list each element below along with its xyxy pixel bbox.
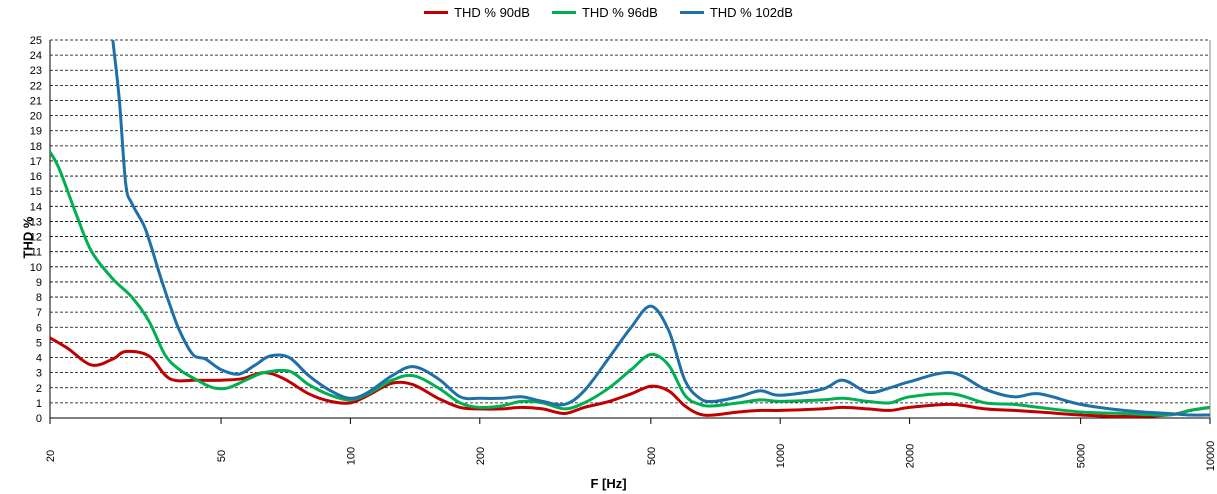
y-tick-label: 1 [36,398,42,410]
y-tick-label: 20 [30,111,42,123]
y-tick-label: 14 [30,201,42,213]
y-tick-label: 18 [30,141,42,153]
y-tick-label: 22 [30,80,42,92]
x-tick-label: 50 [216,450,228,462]
y-tick-label: 17 [30,156,42,168]
y-tick-label: 0 [36,413,42,425]
y-tick-label: 16 [30,171,42,183]
x-tick-label: 100 [345,447,357,465]
y-tick-label: 12 [30,232,42,244]
x-tick-label: 200 [475,447,487,465]
legend-label: THD % 102dB [709,5,793,20]
y-tick-label: 11 [31,247,42,259]
x-tick-label: 20 [45,450,57,462]
y-tick-label: 15 [30,186,42,198]
y-tick-label: 3 [36,368,42,380]
legend-swatch [679,11,704,14]
y-tick-label: 25 [30,35,42,47]
y-tick-label: 6 [36,322,42,334]
y-tick-label: 2 [36,383,42,395]
x-tick-label: 10000 [1205,441,1217,472]
y-tick-label: 24 [30,50,42,62]
y-axis-label: THD % [20,216,36,259]
y-tick-label: 9 [36,277,42,289]
legend-item: THD % 90dB [424,5,530,20]
y-tick-label: 8 [36,292,42,304]
x-axis-label: F [Hz] [590,476,627,491]
legend-label: THD % 90dB [454,5,530,20]
y-tick-label: 21 [30,95,42,107]
y-tick-label: 10 [30,262,42,274]
legend-swatch [424,11,449,14]
y-tick-label: 19 [30,126,42,138]
legend-item: THD % 102dB [679,5,793,20]
legend-item: THD % 96dB [551,5,658,20]
y-tick-label: 4 [36,353,42,365]
x-tick-label: 1000 [775,444,787,468]
legend-label: THD % 96dB [581,5,658,20]
y-tick-label: 23 [30,65,42,77]
y-tick-label: 5 [36,337,42,349]
legend-swatch [551,11,576,14]
x-tick-label: 500 [646,447,658,465]
x-tick-label: 5000 [1076,444,1088,468]
y-tick-label: 13 [30,216,42,228]
x-tick-label: 2000 [905,444,917,468]
legend: THD % 90dB THD % 96dB THD % 102dB [0,5,1217,20]
series-line-3 [111,40,1210,417]
series-line-1 [50,336,1210,418]
y-tick-label: 7 [36,307,42,319]
